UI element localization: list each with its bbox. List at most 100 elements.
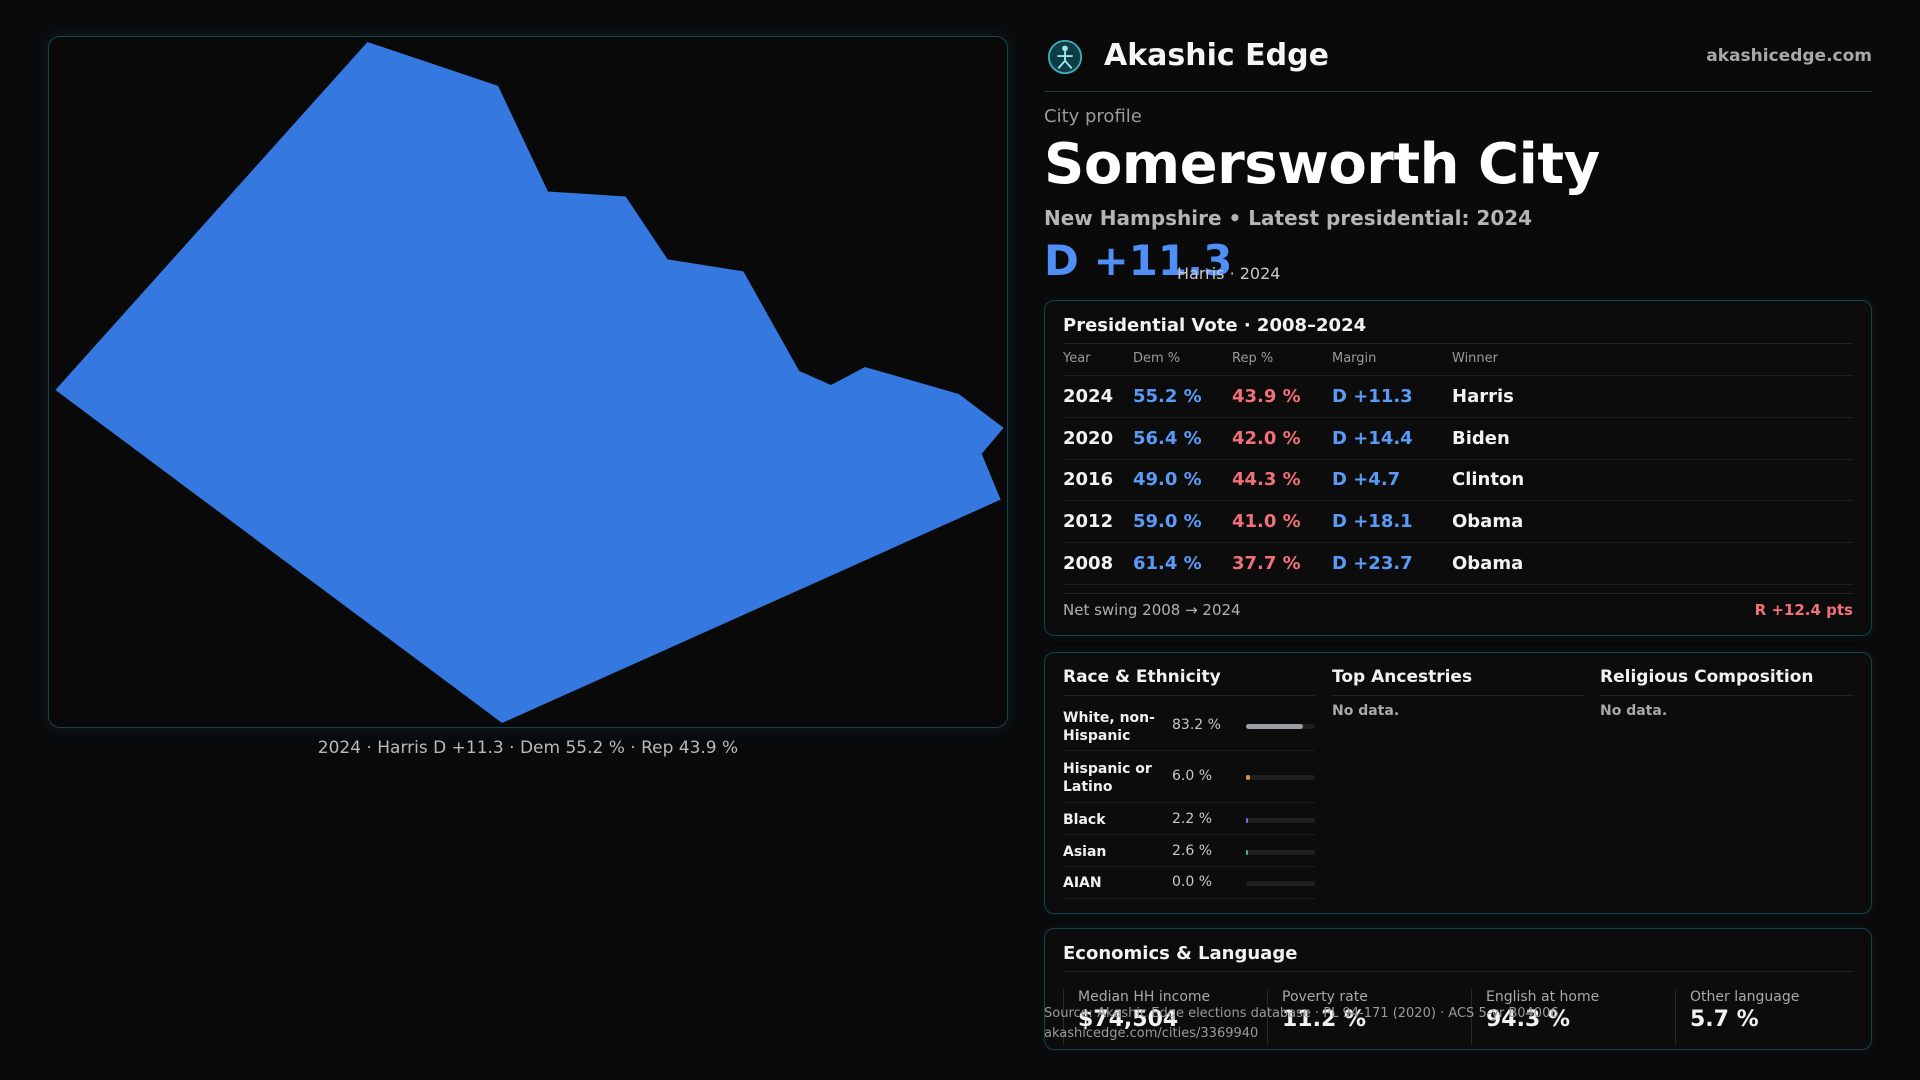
ancestries-empty: No data.	[1332, 703, 1400, 719]
cell-margin: D +14.4	[1332, 428, 1413, 449]
divider	[1063, 971, 1853, 972]
stat-label: Poverty rate	[1282, 989, 1368, 1005]
map-caption: 2024 · Harris D +11.3 · Dem 55.2 % · Rep…	[317, 738, 739, 758]
race-label: AIAN	[1063, 875, 1102, 891]
religious-composition-title: Religious Composition	[1600, 667, 1814, 687]
stat-value: 5.7 %	[1690, 1007, 1759, 1032]
cell-winner: Obama	[1452, 511, 1524, 532]
cell-year: 2016	[1063, 469, 1114, 490]
headline-margin-note: Harris · 2024	[1177, 264, 1281, 283]
religion-empty: No data.	[1600, 703, 1668, 719]
source-text: Source: Akashic Edge elections database …	[1044, 1006, 1559, 1021]
race-bar-track	[1246, 775, 1315, 780]
divider	[1600, 695, 1854, 696]
cell-dem: 59.0 %	[1133, 511, 1202, 532]
top-ancestries-title: Top Ancestries	[1332, 667, 1473, 687]
page-subtitle: New Hampshire • Latest presidential: 202…	[1044, 206, 1533, 230]
cell-dem: 56.4 %	[1133, 428, 1202, 449]
col-header-margin: Margin	[1332, 351, 1377, 366]
table-row[interactable]: 2012 59.0 % 41.0 % D +18.1 Obama	[1063, 501, 1853, 543]
race-bar-fill	[1246, 850, 1249, 855]
cell-dem: 55.2 %	[1133, 386, 1202, 407]
cell-year: 2012	[1063, 511, 1114, 532]
stat-poverty-rate: Poverty rate 11.2 %	[1267, 989, 1457, 1045]
city-map[interactable]	[48, 36, 1008, 728]
col-header-dem: Dem %	[1133, 351, 1181, 366]
city-boundary-shape[interactable]	[55, 41, 1004, 724]
cell-margin: D +11.3	[1332, 386, 1413, 407]
table-row[interactable]: 2016 49.0 % 44.3 % D +4.7 Clinton	[1063, 459, 1853, 501]
presidential-vote-title: Presidential Vote · 2008–2024	[1063, 315, 1367, 336]
divider	[1332, 695, 1584, 696]
cell-year: 2024	[1063, 386, 1114, 407]
divider	[1063, 375, 1853, 376]
race-bar-fill	[1246, 775, 1251, 780]
race-label: Asian	[1063, 844, 1107, 860]
profile-column: Akashic Edge akashicedge.com City profil…	[1044, 0, 1872, 1080]
race-bar-track	[1246, 724, 1315, 729]
stat-label: English at home	[1486, 989, 1600, 1005]
cell-rep: 43.9 %	[1232, 386, 1301, 407]
col-header-year: Year	[1063, 351, 1091, 366]
brand-name: Akashic Edge	[1104, 38, 1329, 73]
cell-rep: 42.0 %	[1232, 428, 1301, 449]
source-footer: Source: Akashic Edge elections database …	[1044, 1004, 1559, 1044]
stat-label: Other language	[1690, 989, 1800, 1005]
race-bar-track	[1246, 818, 1315, 823]
divider	[1063, 695, 1315, 696]
presidential-vote-card: Presidential Vote · 2008–2024 Year Dem %…	[1044, 300, 1872, 636]
race-ethnicity-title: Race & Ethnicity	[1063, 667, 1221, 687]
cell-margin: D +18.1	[1332, 511, 1413, 532]
stat-other-language: Other language 5.7 %	[1675, 989, 1865, 1045]
race-bar-track	[1246, 850, 1315, 855]
cell-winner: Clinton	[1452, 469, 1525, 490]
race-bar-track	[1246, 881, 1315, 886]
race-bar-fill	[1246, 818, 1249, 823]
race-row: AIAN 0.0 %	[1063, 869, 1315, 899]
page-title: Somersworth City	[1044, 132, 1600, 197]
stat-label: Median HH income	[1078, 989, 1211, 1005]
economics-title: Economics & Language	[1063, 943, 1298, 964]
cell-margin: D +23.7	[1332, 553, 1413, 574]
table-row[interactable]: 2024 55.2 % 43.9 % D +11.3 Harris	[1063, 376, 1853, 418]
site-link[interactable]: akashicedge.com	[1706, 46, 1872, 66]
economics-card: Economics & Language Median HH income $7…	[1044, 928, 1872, 1050]
cell-winner: Obama	[1452, 553, 1524, 574]
cell-margin: D +4.7	[1332, 469, 1401, 490]
cell-year: 2008	[1063, 553, 1114, 574]
col-header-rep: Rep %	[1232, 351, 1274, 366]
stat-value: $74,504	[1078, 1007, 1179, 1032]
cell-dem: 61.4 %	[1133, 553, 1202, 574]
race-pct: 6.0 %	[1172, 768, 1213, 784]
race-row: White, non-Hispanic 83.2 %	[1063, 703, 1315, 751]
race-pct: 2.2 %	[1172, 811, 1213, 827]
col-header-winner: Winner	[1452, 351, 1499, 366]
cell-rep: 44.3 %	[1232, 469, 1301, 490]
stat-value: 11.2 %	[1282, 1007, 1366, 1032]
race-row: Asian 2.6 %	[1063, 837, 1315, 867]
race-label: Hispanic or Latino	[1063, 761, 1152, 795]
city-boundary-map	[55, 41, 1004, 724]
source-url[interactable]: akashicedge.com/cities/3369940	[1044, 1026, 1259, 1041]
net-swing-label: Net swing 2008 → 2024	[1063, 601, 1241, 619]
page-eyebrow: City profile	[1044, 106, 1142, 127]
race-row: Black 2.2 %	[1063, 805, 1315, 835]
cell-rep: 37.7 %	[1232, 553, 1301, 574]
stat-english-at-home: English at home 94.3 %	[1471, 989, 1661, 1045]
net-swing-value: R +12.4 pts	[1754, 601, 1853, 619]
cell-rep: 41.0 %	[1232, 511, 1301, 532]
race-pct: 83.2 %	[1172, 717, 1221, 733]
header: Akashic Edge akashicedge.com	[1044, 32, 1872, 92]
table-row[interactable]: 2020 56.4 % 42.0 % D +14.4 Biden	[1063, 418, 1853, 460]
cell-year: 2020	[1063, 428, 1114, 449]
stat-value: 94.3 %	[1486, 1007, 1570, 1032]
race-label: Black	[1063, 812, 1106, 828]
race-pct: 2.6 %	[1172, 843, 1213, 859]
divider	[1063, 343, 1853, 344]
race-pct: 0.0 %	[1172, 874, 1213, 890]
headline-margin: D +11.3	[1044, 236, 1233, 285]
cell-dem: 49.0 %	[1133, 469, 1202, 490]
divider	[1063, 593, 1853, 594]
table-row[interactable]: 2008 61.4 % 37.7 % D +23.7 Obama	[1063, 543, 1853, 585]
akashic-logo-icon	[1047, 39, 1083, 75]
